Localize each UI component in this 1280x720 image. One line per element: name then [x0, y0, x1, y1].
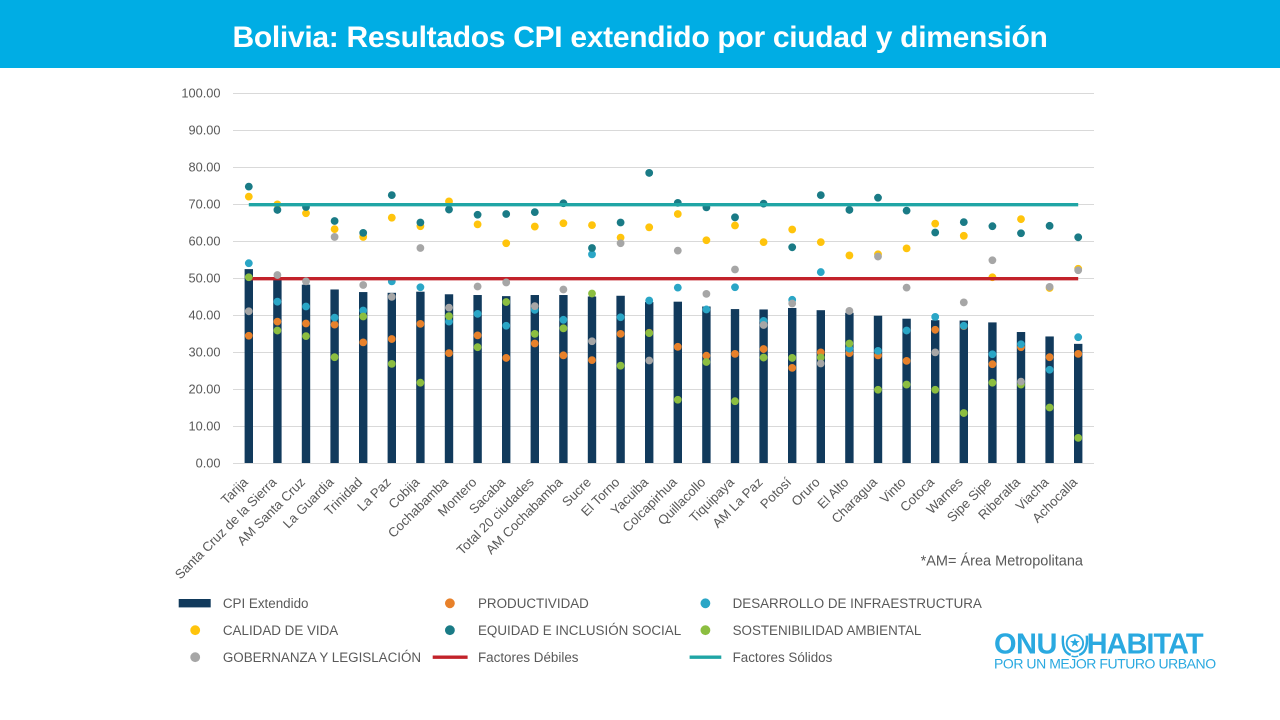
svg-text:EQUIDAD E INCLUSIÓN SOCIAL: EQUIDAD E INCLUSIÓN SOCIAL: [478, 623, 681, 638]
svg-text:Factores Débiles: Factores Débiles: [478, 650, 579, 665]
svg-text:Bolivia: Resultados CPI extend: Bolivia: Resultados CPI extendido por ci…: [233, 21, 1048, 54]
svg-text:Factores Sólidos: Factores Sólidos: [733, 650, 833, 665]
svg-text:HABITAT: HABITAT: [1087, 628, 1204, 660]
svg-text:60.00: 60.00: [188, 233, 220, 248]
svg-text:50.00: 50.00: [188, 270, 220, 285]
svg-text:70.00: 70.00: [188, 196, 220, 211]
svg-text:DESARROLLO DE INFRAESTRUCTURA: DESARROLLO DE INFRAESTRUCTURA: [733, 596, 982, 611]
svg-text:10.00: 10.00: [188, 418, 220, 433]
svg-text:40.00: 40.00: [188, 307, 220, 322]
svg-text:SOSTENIBILIDAD AMBIENTAL: SOSTENIBILIDAD AMBIENTAL: [733, 623, 922, 638]
svg-text:80.00: 80.00: [188, 159, 220, 174]
svg-text:*AM= Área Metropolitana: *AM= Área Metropolitana: [921, 553, 1084, 570]
svg-text:90.00: 90.00: [188, 122, 220, 137]
svg-text:GOBERNANZA Y LEGISLACIÓN: GOBERNANZA Y LEGISLACIÓN: [223, 650, 421, 665]
svg-text:PRODUCTIVIDAD: PRODUCTIVIDAD: [478, 596, 589, 611]
svg-text:CALIDAD DE VIDA: CALIDAD DE VIDA: [223, 623, 338, 638]
svg-text:20.00: 20.00: [188, 381, 220, 396]
svg-text:0.00: 0.00: [196, 455, 221, 470]
svg-text:30.00: 30.00: [188, 344, 220, 359]
svg-text:POR UN MEJOR FUTURO URBANO: POR UN MEJOR FUTURO URBANO: [994, 656, 1216, 672]
svg-text:CPI Extendido: CPI Extendido: [223, 596, 309, 611]
svg-text:100.00: 100.00: [181, 85, 220, 100]
svg-text:ONU: ONU: [994, 628, 1057, 660]
